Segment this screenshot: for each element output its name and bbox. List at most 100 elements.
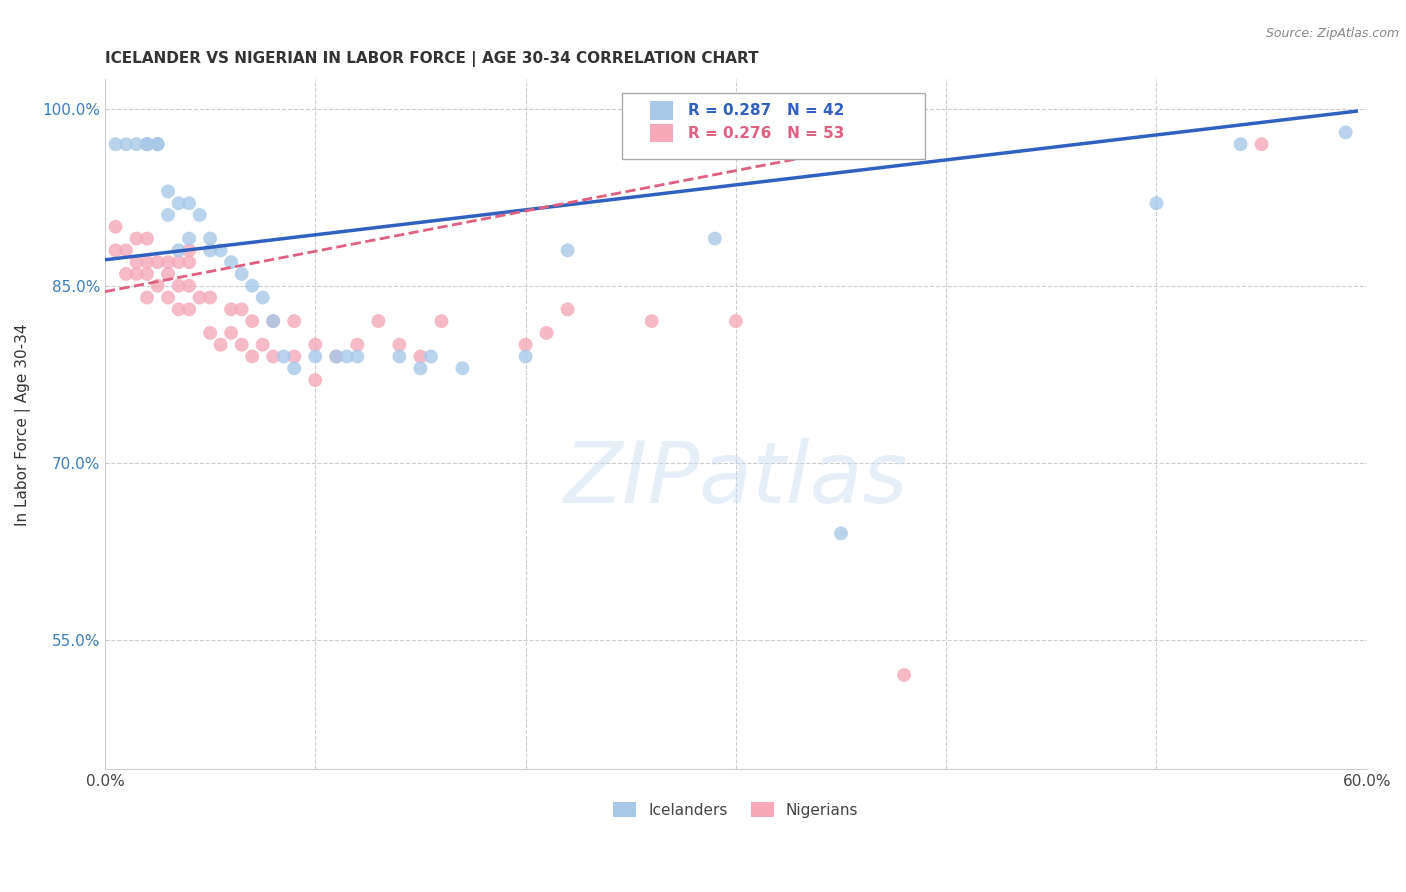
Point [536, 326, 558, 340]
Point [125, 137, 148, 152]
Point [157, 208, 180, 222]
Y-axis label: In Labor Force | Age 30-34: In Labor Force | Age 30-34 [15, 323, 31, 525]
Legend: Icelanders, Nigerians: Icelanders, Nigerians [607, 796, 865, 823]
Point [451, 361, 474, 376]
Point [104, 244, 127, 258]
Point [209, 337, 232, 351]
Point [115, 267, 138, 281]
Point [167, 302, 190, 317]
Point [167, 244, 190, 258]
Text: R = 0.276   N = 53: R = 0.276 N = 53 [688, 126, 844, 141]
Point [641, 314, 664, 328]
Point [430, 314, 453, 328]
Point [231, 302, 253, 317]
Point [283, 350, 305, 364]
Point [893, 668, 915, 682]
Point [388, 337, 411, 351]
Point [304, 350, 326, 364]
Point [336, 350, 359, 364]
FancyBboxPatch shape [650, 101, 673, 120]
Point [219, 326, 242, 340]
Point [104, 219, 127, 234]
Point [136, 267, 159, 281]
Point [325, 350, 347, 364]
Point [409, 361, 432, 376]
Point [198, 326, 221, 340]
Point [115, 244, 138, 258]
Point [146, 255, 169, 269]
Point [146, 137, 169, 152]
Point [262, 314, 284, 328]
Point [136, 137, 159, 152]
Point [198, 291, 221, 305]
Point [283, 314, 305, 328]
Point [157, 255, 180, 269]
Point [188, 291, 211, 305]
Point [419, 350, 441, 364]
Text: ICELANDER VS NIGERIAN IN LABOR FORCE | AGE 30-34 CORRELATION CHART: ICELANDER VS NIGERIAN IN LABOR FORCE | A… [105, 51, 759, 67]
Point [240, 314, 263, 328]
Point [231, 337, 253, 351]
Point [157, 185, 180, 199]
Point [104, 137, 127, 152]
Point [367, 314, 389, 328]
Point [219, 255, 242, 269]
FancyBboxPatch shape [650, 124, 673, 143]
Point [724, 314, 747, 328]
Point [136, 137, 159, 152]
Point [125, 231, 148, 245]
Point [177, 278, 200, 293]
Text: ZIPatlas: ZIPatlas [564, 438, 908, 521]
Point [515, 350, 537, 364]
Point [515, 337, 537, 351]
Point [209, 244, 232, 258]
Point [1146, 196, 1168, 211]
Point [346, 350, 368, 364]
Point [1229, 137, 1251, 152]
Point [125, 255, 148, 269]
Point [125, 267, 148, 281]
Point [177, 231, 200, 245]
Point [703, 231, 725, 245]
Point [240, 278, 263, 293]
Point [304, 337, 326, 351]
Point [231, 267, 253, 281]
Point [557, 302, 579, 317]
FancyBboxPatch shape [623, 93, 925, 159]
Point [219, 302, 242, 317]
Point [157, 267, 180, 281]
Point [262, 314, 284, 328]
Point [177, 302, 200, 317]
Point [304, 373, 326, 387]
Point [146, 137, 169, 152]
Point [346, 337, 368, 351]
Point [198, 231, 221, 245]
Point [273, 350, 295, 364]
Point [1250, 137, 1272, 152]
Point [177, 244, 200, 258]
Point [262, 350, 284, 364]
Point [325, 350, 347, 364]
Point [136, 291, 159, 305]
Point [1334, 125, 1357, 139]
Point [177, 255, 200, 269]
Text: Source: ZipAtlas.com: Source: ZipAtlas.com [1265, 27, 1399, 40]
Point [240, 350, 263, 364]
Point [136, 255, 159, 269]
Point [283, 361, 305, 376]
Point [409, 350, 432, 364]
Point [830, 526, 852, 541]
Point [136, 231, 159, 245]
Point [157, 291, 180, 305]
Point [188, 208, 211, 222]
Point [115, 137, 138, 152]
Point [136, 137, 159, 152]
Point [198, 244, 221, 258]
Point [557, 244, 579, 258]
Point [252, 291, 274, 305]
Point [177, 196, 200, 211]
Point [252, 337, 274, 351]
Point [146, 137, 169, 152]
Point [167, 278, 190, 293]
Point [146, 278, 169, 293]
